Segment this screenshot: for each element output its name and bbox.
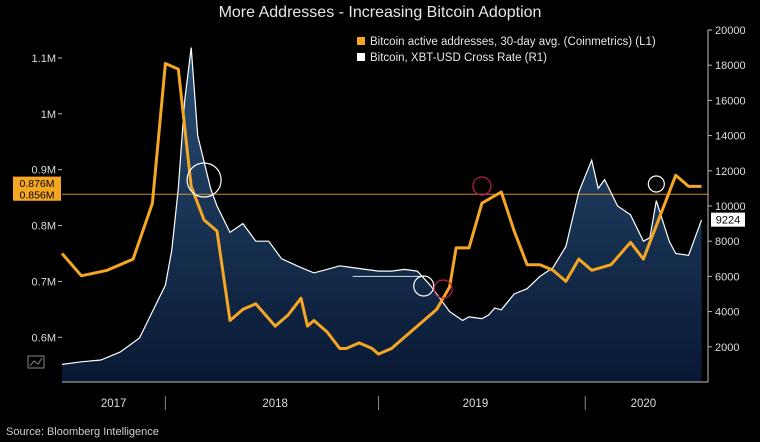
legend-swatch-white	[357, 53, 365, 61]
chart-icon	[27, 355, 45, 369]
price-area	[62, 47, 702, 382]
right-tick-label: 20000	[715, 25, 746, 37]
highlight-circle	[433, 279, 453, 299]
chart-title: More Addresses - Increasing Bitcoin Adop…	[218, 4, 542, 21]
left-tick-label: 0.9M	[32, 165, 56, 177]
x-tick-label: 2018	[262, 398, 288, 410]
right-tick-label: 4000	[715, 307, 739, 319]
right-tick-label: 6000	[715, 271, 739, 283]
left-value-tag-bg	[13, 187, 61, 201]
left-tick-label: 1.1M	[32, 53, 56, 65]
left-tick-label: 0.6M	[32, 332, 56, 344]
right-value-tag-bg	[711, 212, 745, 227]
highlight-circle	[472, 176, 492, 196]
series-line-layer	[60, 47, 703, 365]
left-value-tag-label: 0.856M	[19, 189, 54, 201]
right-tick-label: 2000	[715, 342, 739, 354]
left-tick-label: 1M	[41, 109, 56, 121]
right-tick-label: 14000	[715, 131, 746, 143]
price-area-layer	[62, 47, 702, 382]
series-line-active-addresses	[60, 62, 702, 356]
legend-swatch-orange	[357, 37, 365, 45]
reference-line-layer	[62, 193, 708, 277]
left-value-tag-bg	[13, 176, 61, 190]
left-tick-label: 0.8M	[32, 221, 56, 233]
axis-layer: 0.6M 0.7M 0.8M 0.9M 1M 1.1M 2000 4000 6000 8000 10…	[32, 25, 746, 410]
x-tick-label: 2019	[463, 398, 489, 410]
right-tick-label: 12000	[715, 166, 746, 178]
highlight-circle	[647, 175, 665, 193]
right-tick-label: 18000	[715, 60, 746, 72]
right-tick-label: 16000	[715, 95, 746, 107]
x-tick-label: 2020	[631, 398, 657, 410]
legend-item-active-addresses: Bitcoin active addresses, 30-day avg. (C…	[357, 36, 656, 48]
left-tick-label: 0.7M	[32, 276, 56, 288]
highlight-circle	[413, 275, 435, 297]
x-tick-label: 2017	[101, 398, 127, 410]
series-line-xbt-usd	[61, 47, 703, 365]
legend-item-xbt-usd: Bitcoin, XBT-USD Cross Rate (R1)	[357, 52, 547, 64]
right-tick-label: 10000	[715, 201, 746, 213]
legend-label-xbt-usd: Bitcoin, XBT-USD Cross Rate (R1)	[370, 52, 548, 64]
left-value-tag-label: 0.876M	[19, 178, 54, 190]
legend-label-active-addresses: Bitcoin active addresses, 30-day avg. (C…	[370, 36, 656, 48]
right-tick-label: 8000	[715, 236, 739, 248]
right-value-tag-label: 9224	[716, 215, 740, 227]
chart-icon-line	[29, 357, 43, 367]
highlight-circle	[186, 162, 222, 198]
source-note: Source: Bloomberg Intelligence	[6, 426, 159, 438]
